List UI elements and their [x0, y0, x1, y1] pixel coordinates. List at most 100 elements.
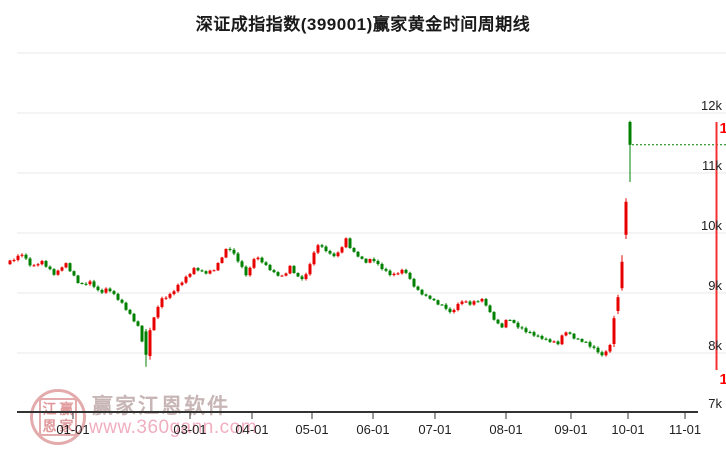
candle-body	[36, 264, 40, 266]
candle-body	[448, 308, 452, 313]
candle-body	[220, 257, 224, 263]
candle-body	[20, 254, 24, 256]
candle-body	[272, 270, 276, 273]
candle-body	[432, 298, 436, 301]
candle-body	[344, 238, 348, 248]
candle-body	[544, 338, 548, 340]
x-axis-label: 08-01	[489, 422, 522, 437]
candle-body	[624, 201, 628, 235]
candle-body	[512, 320, 516, 323]
candle-body	[32, 265, 36, 267]
candle-body	[268, 264, 272, 271]
candle-body	[464, 301, 468, 303]
candle-body	[152, 317, 156, 331]
candle-body	[200, 270, 204, 272]
candle-body	[40, 261, 44, 265]
candle-body	[88, 281, 92, 285]
candle-body	[440, 304, 444, 306]
x-axis-label: 11-01	[669, 422, 701, 437]
candle-body	[492, 312, 496, 320]
candle-body	[524, 328, 528, 333]
candle-body	[540, 336, 544, 339]
candle-body	[360, 256, 364, 259]
candle-body	[188, 273, 192, 277]
candle-body	[372, 259, 376, 262]
y-axis-label: 10k	[701, 218, 722, 233]
candle-body	[548, 339, 552, 342]
candle-body	[304, 274, 308, 279]
x-axis-label: 05-01	[295, 422, 328, 437]
candle-body	[504, 319, 508, 328]
candle-body	[48, 266, 52, 270]
candle-body	[192, 268, 196, 274]
candle-body	[460, 301, 464, 304]
candle-body	[8, 260, 12, 265]
candle-body	[604, 351, 608, 356]
candle-body	[124, 302, 128, 310]
candle-body	[248, 267, 252, 276]
candle-body	[184, 276, 188, 283]
candle-body	[340, 247, 344, 253]
candle-body	[264, 262, 268, 265]
x-axis-label: 07-01	[418, 422, 451, 437]
candle-body	[204, 271, 208, 274]
watermark-url: www.360gann.com	[89, 417, 258, 438]
seal-char: 家	[59, 417, 74, 434]
candle-body	[224, 248, 228, 258]
x-axis-label: 04-01	[235, 422, 268, 437]
x-axis-label: 03-01	[173, 422, 206, 437]
candle-body	[412, 278, 416, 287]
candle-body	[552, 341, 556, 343]
y-axis-label: 11k	[702, 158, 722, 173]
candle-body	[300, 276, 304, 279]
candle-body	[568, 332, 572, 334]
edge-price-marker: 1	[720, 371, 726, 388]
candle-body	[84, 283, 88, 285]
candle-body	[168, 294, 172, 298]
candle-body	[68, 263, 72, 272]
candle-body	[136, 321, 140, 326]
candle-body	[520, 327, 524, 329]
candle-body	[16, 255, 20, 260]
candle-body	[628, 122, 632, 145]
candle-body	[176, 284, 180, 292]
candle-body	[428, 295, 432, 299]
candle-body	[292, 265, 296, 274]
candle-body	[364, 258, 368, 263]
candle-body	[132, 313, 136, 322]
candle-body	[452, 309, 456, 313]
candle-body	[516, 322, 520, 328]
candle-body	[376, 261, 380, 265]
candle-body	[392, 273, 396, 276]
candle-body	[212, 270, 216, 272]
candle-body	[172, 291, 176, 295]
x-axis-label: 09-01	[554, 422, 587, 437]
candle-body	[380, 264, 384, 270]
candle-body	[592, 346, 596, 348]
candle-body	[240, 261, 244, 267]
seal-char: 恩	[42, 417, 57, 434]
candle-body	[120, 299, 124, 303]
candle-body	[356, 251, 360, 257]
candle-body	[500, 323, 504, 328]
candle-body	[296, 273, 300, 277]
candle-body	[560, 335, 564, 345]
candle-body	[312, 252, 316, 265]
candle-body	[164, 297, 168, 299]
candle-body	[404, 269, 408, 273]
candle-body	[276, 272, 280, 276]
candle-body	[104, 288, 108, 293]
candle-body	[424, 294, 428, 296]
candle-body	[584, 341, 588, 343]
candle-body	[308, 264, 312, 275]
candle-body	[436, 300, 440, 305]
candle-body	[480, 299, 484, 302]
candle-body	[320, 245, 324, 247]
candle-body	[620, 261, 624, 289]
candle-body	[508, 319, 512, 321]
candle-body	[572, 333, 576, 339]
candle-body	[180, 282, 184, 285]
candle-body	[256, 257, 260, 260]
